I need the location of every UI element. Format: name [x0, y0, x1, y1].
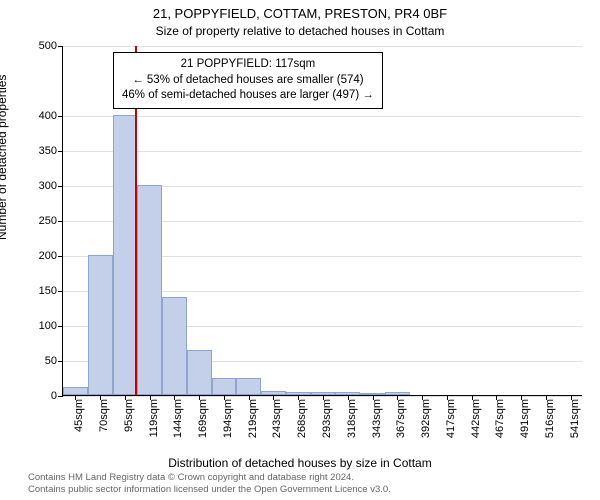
- x-tick-label: 467sqm: [494, 399, 506, 438]
- x-tick-label: 119sqm: [148, 399, 160, 437]
- histogram-bar: [162, 297, 187, 395]
- y-tick-label: 100: [39, 320, 63, 332]
- y-axis-label: Number of detached properties: [0, 75, 9, 240]
- histogram-bar: [236, 378, 261, 396]
- y-tick-label: 150: [39, 285, 63, 297]
- histogram-bar: [212, 378, 237, 396]
- gridline: [63, 46, 582, 47]
- x-axis-label: Distribution of detached houses by size …: [0, 456, 600, 470]
- x-tick-label: 45sqm: [73, 399, 85, 432]
- x-tick-label: 318sqm: [346, 399, 358, 438]
- gridline: [63, 151, 582, 152]
- y-tick-label: 50: [45, 355, 63, 367]
- chart-title: 21, POPPYFIELD, COTTAM, PRESTON, PR4 0BF: [0, 6, 600, 21]
- y-tick-label: 200: [39, 250, 63, 262]
- x-tick-label: 367sqm: [395, 399, 407, 438]
- plot-area: 05010015020025030035040050045sqm70sqm95s…: [62, 46, 582, 396]
- x-tick-label: 169sqm: [197, 399, 209, 438]
- x-tick-label: 541sqm: [569, 399, 581, 438]
- footnote-line2: Contains public sector information licen…: [28, 484, 391, 495]
- x-tick-label: 417sqm: [445, 399, 457, 438]
- x-tick-label: 144sqm: [172, 399, 184, 438]
- x-tick-label: 516sqm: [544, 399, 556, 438]
- gridline: [63, 116, 582, 117]
- y-tick-label: 350: [39, 145, 63, 157]
- y-tick-label: 400: [39, 110, 63, 122]
- histogram-bar: [63, 387, 88, 395]
- x-tick-label: 491sqm: [519, 399, 531, 438]
- histogram-bar: [137, 185, 162, 395]
- footnote-line1: Contains HM Land Registry data © Crown c…: [28, 472, 354, 483]
- x-tick-label: 219sqm: [247, 399, 259, 438]
- x-tick-label: 293sqm: [321, 399, 333, 438]
- x-tick-label: 392sqm: [420, 399, 432, 438]
- y-tick-label: 300: [39, 180, 63, 192]
- y-tick-label: 500: [39, 40, 63, 52]
- y-tick-label: 0: [51, 390, 63, 402]
- x-tick-label: 343sqm: [371, 399, 383, 438]
- x-tick-label: 442sqm: [470, 399, 482, 438]
- x-tick-label: 243sqm: [271, 399, 283, 438]
- x-tick-label: 95sqm: [123, 399, 135, 432]
- histogram-bar: [113, 115, 138, 395]
- footnote: Contains HM Land Registry data © Crown c…: [28, 472, 391, 496]
- info-box: 21 POPPYFIELD: 117sqm ← 53% of detached h…: [113, 52, 383, 109]
- chart-subtitle: Size of property relative to detached ho…: [0, 24, 600, 38]
- info-line1: 21 POPPYFIELD: 117sqm: [181, 58, 316, 70]
- info-line2: ← 53% of detached houses are smaller (57…: [132, 74, 363, 86]
- histogram-bar: [88, 255, 113, 395]
- x-tick-label: 268sqm: [296, 399, 308, 438]
- x-tick-label: 194sqm: [222, 399, 234, 438]
- x-tick-label: 70sqm: [98, 399, 110, 432]
- histogram-bar: [187, 350, 212, 396]
- y-tick-label: 250: [39, 215, 63, 227]
- info-line3: 46% of semi-detached houses are larger (…: [122, 89, 374, 101]
